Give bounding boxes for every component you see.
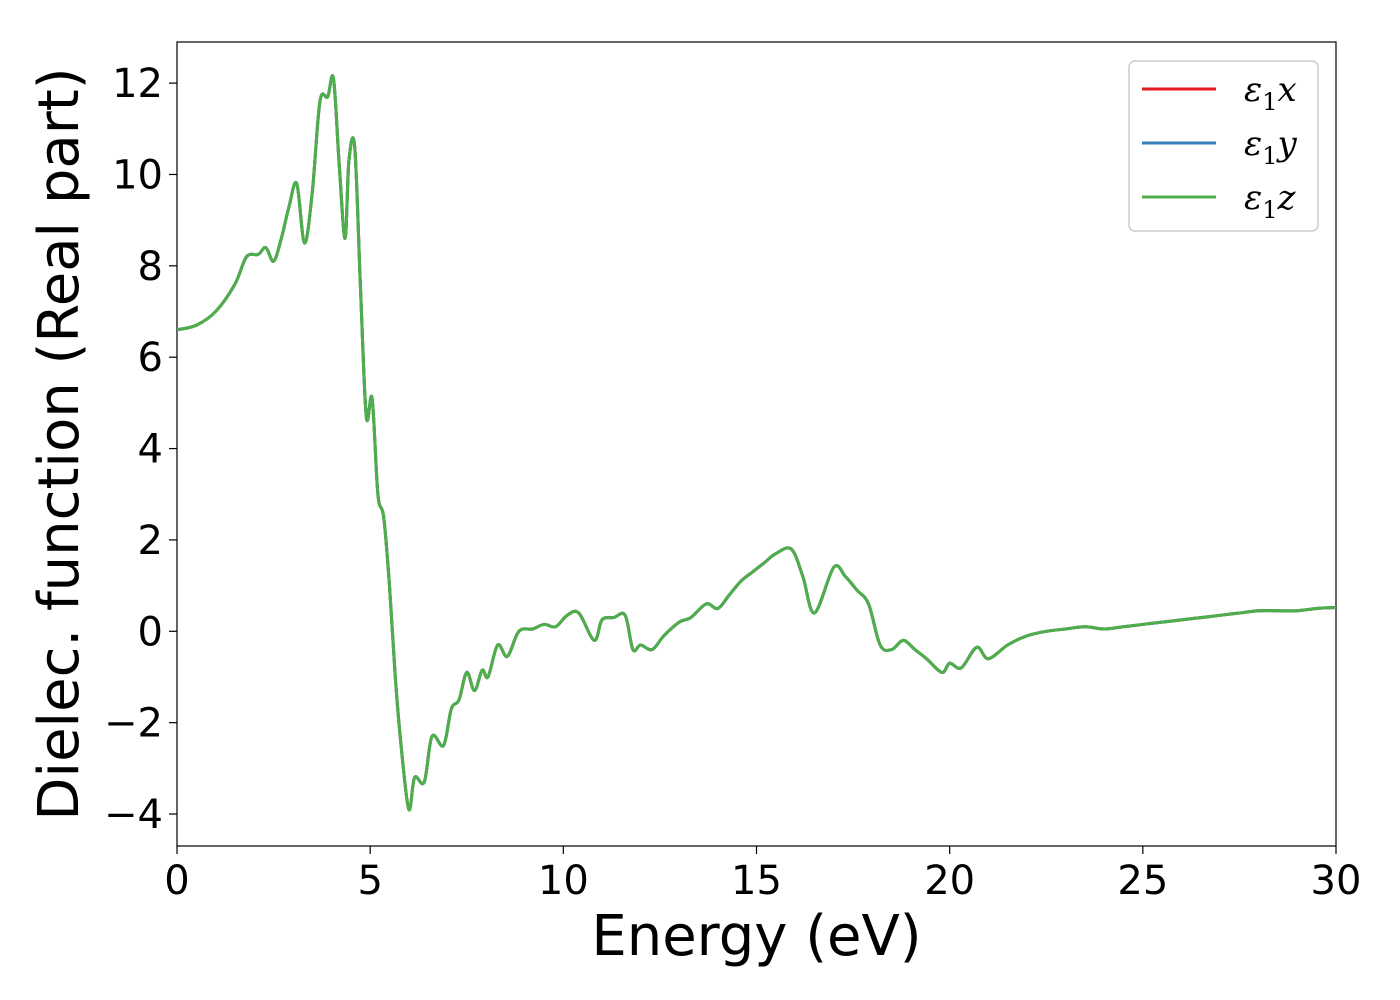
x-axis-title: Energy (eV) [591,904,921,969]
y-tick-label: 2 [138,518,163,564]
x-axis-ticks: 0 5 10 15 20 25 30 [164,846,1361,904]
y-tick-label: 10 [112,152,163,198]
y-tick-label: −2 [104,701,163,747]
y-tick-label: 12 [112,61,163,107]
legend-symbol: ε [1244,178,1262,218]
legend-symbol: ε [1244,70,1262,110]
y-tick-label: −4 [104,792,163,838]
legend-label: ε1y [1244,124,1298,170]
x-tick-label: 10 [538,858,589,904]
legend-suffix: x [1278,70,1297,110]
legend-symbol: ε [1244,124,1262,164]
legend-label: ε1z [1244,178,1297,224]
legend-label: ε1x [1244,70,1297,116]
legend-subscript: 1 [1262,88,1277,116]
x-tick-label: 20 [924,858,975,904]
y-tick-label: 8 [138,244,163,290]
x-tick-label: 15 [731,858,782,904]
legend-suffix: z [1277,178,1297,218]
x-tick-label: 0 [164,858,189,904]
x-tick-label: 25 [1117,858,1168,904]
legend-suffix: y [1276,124,1298,164]
y-axis-title: Dielec. function (Real part) [27,67,92,820]
x-tick-label: 5 [357,858,382,904]
y-axis-ticks: −4 −2 0 2 4 6 8 10 12 [104,61,177,838]
series-line-3 [177,74,1336,812]
series-layer [177,74,1336,812]
y-tick-label: 4 [138,427,163,473]
y-tick-label: 6 [138,335,163,381]
x-tick-label: 30 [1311,858,1362,904]
legend-subscript: 1 [1262,142,1277,170]
y-tick-label: 0 [138,609,163,655]
legend-subscript: 1 [1262,196,1277,224]
legend-box [1128,60,1319,232]
